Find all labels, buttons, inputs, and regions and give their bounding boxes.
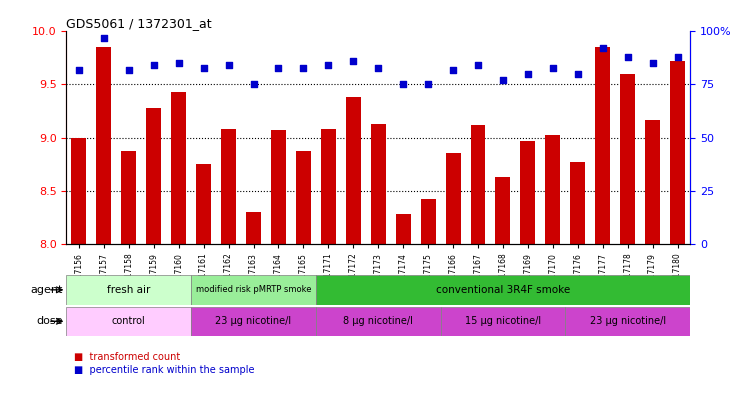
Bar [545, 136, 560, 244]
Bar [471, 125, 486, 244]
Bar [191, 275, 316, 305]
Bar [446, 153, 461, 244]
Point [547, 64, 559, 71]
Point [148, 62, 159, 68]
Bar [620, 74, 635, 244]
Point [272, 64, 284, 71]
Point [472, 62, 484, 68]
Bar [121, 151, 137, 244]
Point [173, 60, 184, 66]
Text: ■  percentile rank within the sample: ■ percentile rank within the sample [74, 365, 255, 375]
Point [622, 54, 634, 60]
Text: agent: agent [30, 285, 63, 295]
Point [348, 58, 359, 64]
Point [672, 54, 683, 60]
Point [422, 81, 434, 88]
Point [198, 64, 210, 71]
Point [123, 66, 135, 73]
Point [297, 64, 309, 71]
Text: control: control [112, 316, 145, 326]
Bar [196, 164, 211, 244]
Point [522, 71, 534, 77]
Point [447, 66, 459, 73]
Point [497, 77, 509, 83]
Bar [66, 275, 191, 305]
Bar [316, 307, 441, 336]
Text: 23 μg nicotine/l: 23 μg nicotine/l [590, 316, 666, 326]
Bar [146, 108, 161, 244]
Point [646, 60, 658, 66]
Bar [346, 97, 361, 244]
Bar [271, 130, 286, 244]
Bar [97, 47, 111, 244]
Bar [66, 307, 191, 336]
Bar [645, 119, 660, 244]
Bar [520, 141, 535, 244]
Bar [316, 275, 690, 305]
Bar [221, 129, 236, 244]
Bar [321, 129, 336, 244]
Text: 23 μg nicotine/l: 23 μg nicotine/l [215, 316, 292, 326]
Bar [570, 162, 585, 244]
Bar [565, 307, 690, 336]
Bar [670, 61, 685, 244]
Point [397, 81, 409, 88]
Point [73, 66, 85, 73]
Bar [296, 151, 311, 244]
Bar [72, 138, 86, 244]
Bar [171, 92, 186, 244]
Point [248, 81, 260, 88]
Text: modified risk pMRTP smoke: modified risk pMRTP smoke [196, 285, 311, 294]
Text: 8 μg nicotine/l: 8 μg nicotine/l [343, 316, 413, 326]
Text: dose: dose [36, 316, 63, 326]
Text: conventional 3R4F smoke: conventional 3R4F smoke [436, 285, 570, 295]
Point [323, 62, 334, 68]
Point [597, 45, 609, 51]
Bar [370, 124, 386, 244]
Bar [421, 199, 435, 244]
Bar [246, 212, 261, 244]
Bar [191, 307, 316, 336]
Text: ■  transformed count: ■ transformed count [74, 352, 180, 362]
Point [572, 71, 584, 77]
Point [223, 62, 235, 68]
Point [98, 35, 110, 41]
Bar [495, 177, 511, 244]
Text: 15 μg nicotine/l: 15 μg nicotine/l [465, 316, 541, 326]
Point [373, 64, 384, 71]
Text: GDS5061 / 1372301_at: GDS5061 / 1372301_at [66, 17, 212, 30]
Bar [596, 47, 610, 244]
Text: fresh air: fresh air [107, 285, 151, 295]
Bar [441, 307, 565, 336]
Bar [396, 214, 410, 244]
